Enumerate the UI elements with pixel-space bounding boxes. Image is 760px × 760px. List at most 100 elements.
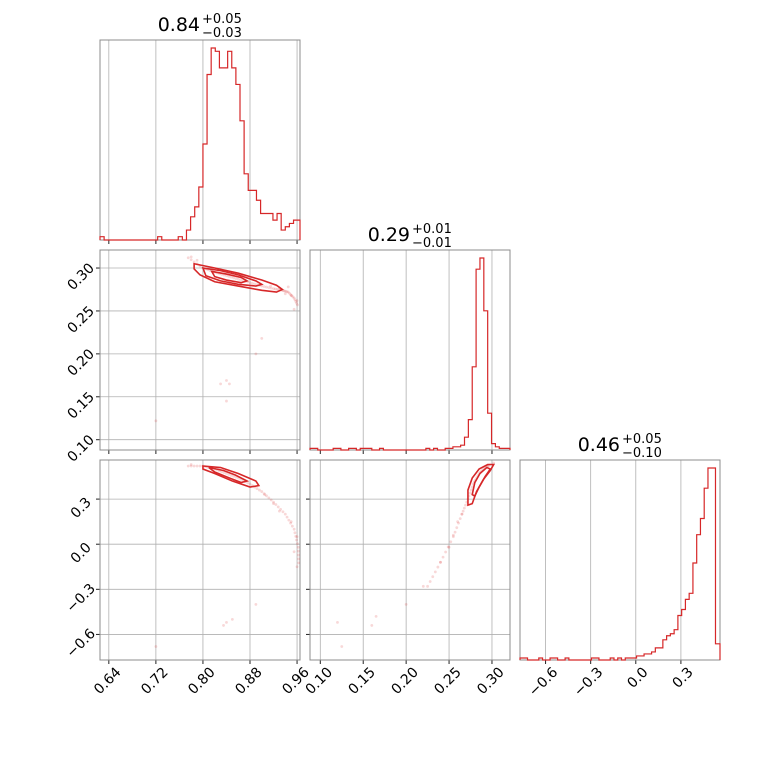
pair21-contour-1: [201, 267, 264, 287]
pair21-ridge-dot-35: [272, 287, 275, 291]
x-tick-label-p2-1: 0.15: [346, 664, 379, 697]
hist1-bin-30: [224, 68, 228, 240]
pair31-scatter-dot-10: [272, 502, 275, 506]
param1-title: 0.84: [158, 14, 200, 36]
y-tick-label-p2-3: 0.25: [65, 303, 98, 336]
hist1-frame: [99, 39, 301, 241]
hist1-bin-31: [228, 51, 232, 240]
hist1-bin-26: [207, 74, 211, 240]
x-tick-label-p2-0: 0.10: [303, 664, 336, 697]
pair32-ridge-dot-9: [449, 540, 453, 544]
pair21-scatter-dot-4: [154, 419, 158, 423]
hist1-bin-23: [195, 207, 199, 240]
pair21-scatter-dot-2: [228, 382, 231, 386]
pair31-scatter-dot-4: [254, 602, 258, 606]
pair32-ridge-dot-10: [451, 535, 455, 539]
pair21-ridge-dot-53: [295, 301, 298, 305]
pair31-ridge-dot-42: [287, 518, 291, 522]
hist1-bin-43: [277, 214, 281, 240]
pair21-scatter-dot-9: [283, 292, 287, 296]
pair21-ridge-dot-34: [269, 286, 273, 290]
pair21-ridge-dot-44: [285, 290, 289, 294]
pair31-scatter-dot-1: [230, 617, 234, 621]
pair31-scatter-dot-8: [289, 520, 293, 524]
y-tick-label-p3-3: 0.3: [68, 495, 95, 522]
pair32-ridge-dot-11: [453, 530, 457, 534]
pair-panel-param3-vs-param1: [96, 459, 301, 664]
pair21-ridge-dot-50: [292, 296, 296, 300]
hist2-step-line: [309, 257, 511, 451]
pair31-ridge-dot-38: [279, 507, 282, 511]
x-tick-label-p1-2: 0.80: [185, 664, 218, 697]
pair31-ridge-dot-51: [296, 549, 300, 553]
pair21-ridge-dot-1: [189, 258, 193, 262]
pair21-ridge-dot-33: [267, 286, 271, 289]
pair21-scatter-dot-10: [286, 285, 290, 289]
pair31-scatter-dot-7: [295, 535, 299, 539]
pair32-ridge-dot-4: [436, 565, 440, 569]
pair32-scatter-dot-7: [447, 545, 451, 549]
pair31-ridge-dot-35: [272, 500, 275, 504]
pair21-scatter-dot-6: [254, 352, 258, 356]
pair21-ridge-dot-49: [291, 295, 295, 299]
pair21-scatter-dot-3: [225, 399, 228, 403]
y-tick-label-p2-4: 0.30: [65, 260, 98, 293]
pair31-ridge-dot-18: [232, 474, 235, 478]
param1-title-plus: +0.05: [202, 12, 242, 27]
pair31-contour-0: [202, 465, 261, 488]
pair21-scatter-dot-0: [225, 379, 228, 382]
pair32-ridge-dot-0: [426, 584, 429, 588]
pair21-ridge-dot-17: [229, 275, 233, 279]
pair21-scatter-dot-12: [269, 284, 272, 288]
hist3-bin-37: [659, 648, 663, 660]
pair21-scatter-dot-15: [289, 294, 293, 297]
hist3-bin-50: [708, 468, 712, 660]
pair21-ridge-dot-19: [234, 277, 238, 280]
pair31-scatter-dot-11: [189, 463, 193, 466]
pair21-ridge-dot-16: [227, 275, 231, 278]
param1-title-minus: −0.03: [202, 26, 242, 41]
pair31-scatter-dot-9: [278, 509, 281, 513]
pair31-content: [154, 463, 300, 648]
x-tick-label-p2-2: 0.20: [388, 664, 421, 697]
hist3-bin-40: [670, 634, 674, 660]
pair32-frame: [309, 459, 511, 661]
pair31-ridge-dot-45: [292, 527, 296, 531]
pair32-ridge-dot-15: [460, 512, 464, 516]
pair31-ridge-dot-31: [262, 492, 266, 496]
pair31-ridge-dot-46: [293, 531, 297, 535]
pair21-ridge-dot-48: [290, 294, 294, 298]
pair21-ridge-dot-37: [275, 287, 279, 291]
pair21-ridge-dot-32: [265, 285, 268, 289]
pair31-ridge-dot-30: [260, 490, 264, 493]
pair32-scatter-dot-10: [460, 512, 464, 516]
pair32-scatter-dot-1: [374, 614, 378, 618]
pair31-ridge-dot-47: [294, 534, 298, 538]
pair31-ridge-dot-15: [225, 472, 228, 475]
pair32-scatter-dot-2: [370, 624, 374, 627]
pair31-scatter-dot-6: [292, 550, 296, 554]
pair21-ridge-dot-15: [225, 274, 228, 278]
hist1-bin-33: [236, 84, 240, 240]
pair32-scatter-dot-6: [439, 560, 442, 564]
pair32-ridge-dot-7: [444, 550, 448, 554]
pair21-scatter-dot-1: [219, 382, 222, 386]
pair21-scatter-dot-5: [260, 337, 264, 340]
pair21-ridge-dot-36: [273, 287, 277, 291]
pair31-ridge-dot-36: [274, 503, 278, 506]
pair21-ridge-dot-21: [239, 278, 242, 282]
pair31-ridge-dot-24: [246, 481, 250, 485]
hist1-bin-25: [203, 144, 207, 240]
x-tick-label-p3-3: 0.3: [670, 664, 697, 691]
param2-title: 0.29: [368, 224, 410, 246]
y-tick-label-p3-2: 0.0: [68, 540, 95, 567]
pair21-scatter-dot-7: [292, 307, 296, 311]
pair-panel-param3-vs-param2: [306, 459, 511, 664]
pair21-ridge-dot-54: [296, 303, 299, 307]
hist1-bin-21: [186, 230, 190, 240]
x-tick-label-p3-2: 0.0: [624, 664, 651, 691]
hist3-bin-43: [682, 609, 686, 660]
pair31-scatter-dot-0: [225, 621, 228, 624]
pair31-ridge-dot-28: [255, 487, 259, 490]
pair31-ridge-dot-1: [189, 464, 193, 468]
